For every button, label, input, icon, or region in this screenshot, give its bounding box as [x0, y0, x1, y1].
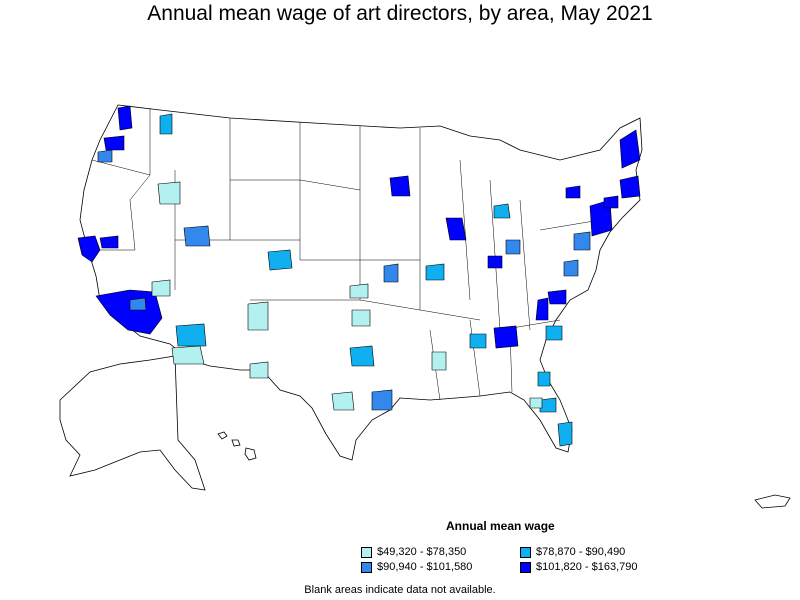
puerto-rico	[754, 494, 791, 509]
metro-idaho	[159, 113, 173, 135]
metro-chicago	[445, 217, 467, 241]
metro-miami	[557, 421, 573, 447]
metro-columbus	[505, 239, 521, 255]
metro-san-antonio	[331, 391, 355, 411]
legend-label-3: $78,870 - $90,490	[536, 546, 626, 558]
metro-san-diego	[129, 297, 147, 311]
alaska-outline	[59, 355, 206, 491]
metro-kansas-city	[383, 263, 399, 283]
legend-item-2: $90,940 - $101,580	[361, 561, 472, 573]
metro-houston	[371, 389, 393, 411]
metro-memphis	[469, 333, 487, 349]
metro-philly	[573, 231, 591, 251]
legend-swatch-4	[520, 561, 531, 573]
legend-item-1: $49,320 - $78,350	[361, 546, 466, 558]
metro-richmond	[535, 297, 549, 321]
metro-maine	[619, 129, 641, 169]
legend-item-4: $101,820 - $163,790	[520, 561, 638, 573]
metro-el-paso	[249, 361, 269, 379]
metro-rochester	[565, 185, 581, 199]
metro-boise	[157, 181, 181, 205]
metro-seattle	[117, 105, 133, 131]
metro-charlotte	[545, 325, 563, 341]
metro-portland	[103, 135, 125, 151]
metro-tampa	[539, 397, 557, 413]
metro-nashville	[487, 255, 503, 269]
metro-nyc	[589, 199, 613, 237]
contiguous-us-outline	[79, 104, 643, 461]
metro-detroit	[493, 203, 511, 219]
metro-albuquerque	[247, 301, 269, 331]
metro-utah	[151, 279, 171, 297]
metro-jackson	[431, 351, 447, 371]
legend-swatch-2	[361, 561, 372, 573]
metro-baltimore	[563, 259, 579, 277]
metro-dallas	[349, 345, 375, 367]
metro-dc	[547, 289, 567, 305]
metro-nebraska	[349, 283, 369, 299]
metro-phoenix	[175, 323, 207, 347]
legend-title: Annual mean wage	[446, 519, 555, 533]
legend-label-4: $101,820 - $163,790	[536, 561, 638, 573]
legend-label-1: $49,320 - $78,350	[377, 546, 467, 558]
legend-swatch-1	[361, 546, 372, 558]
metro-sf	[77, 235, 101, 263]
metro-tallahassee	[529, 397, 543, 409]
metro-tucson	[171, 345, 205, 365]
note-text: Blank areas indicate data not available.	[304, 584, 496, 596]
metro-st-louis	[425, 263, 445, 281]
metro-hartford	[603, 195, 619, 209]
metro-minneapolis	[389, 175, 411, 197]
legend-item-3: $78,870 - $90,490	[520, 546, 625, 558]
map-title: Annual mean wage of art directors, by ar…	[147, 2, 653, 25]
metro-atlanta	[493, 325, 519, 349]
metro-oregon-mid	[97, 149, 113, 163]
metro-denver	[183, 225, 211, 247]
metro-la	[95, 289, 163, 335]
legend-swatch-3	[520, 546, 531, 558]
metro-oklahoma	[351, 309, 371, 327]
metro-orlando	[537, 371, 551, 387]
hawaii-islands	[217, 431, 257, 461]
metro-boston	[619, 175, 641, 199]
metro-sacramento	[99, 235, 119, 249]
legend-label-2: $90,940 - $101,580	[377, 561, 473, 573]
metro-colorado-springs	[267, 249, 293, 271]
